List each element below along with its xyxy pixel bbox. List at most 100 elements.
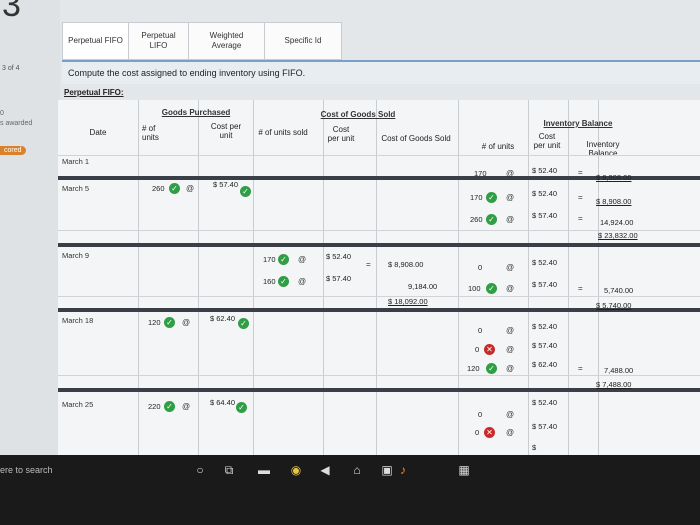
cortana-icon[interactable]: ○ bbox=[196, 463, 204, 477]
m9-sold-units-2[interactable]: 160 bbox=[263, 277, 276, 286]
check-icon: ✓ bbox=[486, 283, 497, 294]
equals-symbol: = bbox=[578, 168, 583, 177]
equals-symbol: = bbox=[578, 364, 583, 373]
tab-specific-id[interactable]: Specific Id bbox=[284, 36, 322, 45]
group-goods-purchased: Goods Purchased bbox=[161, 108, 231, 117]
m18-balance-cost-2[interactable]: $ 57.40 bbox=[532, 341, 558, 350]
check-icon: ✓ bbox=[236, 402, 247, 413]
m25-balance-cost-2[interactable]: $ 57.40 bbox=[532, 422, 558, 431]
m9-balance-units-1[interactable]: 0 bbox=[478, 263, 483, 272]
equals-symbol: = bbox=[578, 214, 583, 223]
m9-sold-units-1[interactable]: 170 bbox=[263, 255, 276, 264]
taskbar-search[interactable]: ere to search bbox=[0, 465, 53, 475]
m5-balance-units-2[interactable]: 260 bbox=[470, 215, 483, 224]
m9-inventory-total[interactable]: $ 5,740.00 bbox=[596, 301, 632, 310]
at-symbol: @ bbox=[506, 263, 515, 272]
question-sidebar: 3 3 of 4 0 s awarded cored bbox=[0, 0, 60, 455]
date-march-5: March 5 bbox=[62, 184, 90, 193]
m9-cogs-2[interactable]: 9,184.00 bbox=[408, 282, 438, 291]
m5-purchased-units[interactable]: 260 bbox=[152, 184, 165, 193]
m18-balance-units-1[interactable]: 0 bbox=[478, 326, 483, 335]
file-explorer-icon[interactable]: ▬ bbox=[258, 463, 270, 477]
m5-balance-units-1[interactable]: 170 bbox=[470, 193, 483, 202]
chrome-icon[interactable]: ◉ bbox=[290, 463, 302, 477]
x-icon: ✕ bbox=[484, 344, 495, 355]
at-symbol: @ bbox=[298, 255, 307, 264]
header-inventory-balance: Inventory Balance bbox=[586, 140, 620, 158]
equals-symbol: = bbox=[578, 284, 583, 293]
m25-purchased-cost[interactable]: $ 64.40 bbox=[210, 398, 236, 407]
check-icon: ✓ bbox=[238, 318, 249, 329]
header-sold-cost: Cost per unit bbox=[327, 125, 355, 143]
instruction-text: Compute the cost assigned to ending inve… bbox=[68, 68, 306, 78]
office-icon[interactable]: ▣ bbox=[381, 463, 393, 477]
mail-icon[interactable]: ◀ bbox=[320, 463, 330, 477]
m9-inventory-balance-2[interactable]: 5,740.00 bbox=[604, 286, 634, 295]
m5-purchased-cost[interactable]: $ 57.40 bbox=[213, 180, 239, 189]
m18-purchased-cost[interactable]: $ 62.40 bbox=[210, 314, 236, 323]
check-icon: ✓ bbox=[164, 317, 175, 328]
question-count[interactable]: 3 of 4 bbox=[2, 65, 20, 72]
tab-perpetual-lifo[interactable]: Perpetual LIFO bbox=[129, 23, 189, 59]
check-icon: ✓ bbox=[486, 214, 497, 225]
m18-purchased-units[interactable]: 120 bbox=[148, 318, 161, 327]
check-icon: ✓ bbox=[169, 183, 180, 194]
windows-taskbar: ere to search ○ ⧉ ▬ ◉ ◀ ⌂ ▣ ♪ ▦ bbox=[0, 455, 700, 525]
header-cogs: Cost of Goods Sold bbox=[381, 134, 451, 143]
date-march-9: March 9 bbox=[62, 251, 90, 260]
music-icon[interactable]: ♪ bbox=[400, 463, 406, 477]
m9-cogs-1[interactable]: $ 8,908.00 bbox=[388, 260, 424, 269]
m18-balance-cost-3[interactable]: $ 62.40 bbox=[532, 360, 558, 369]
m25-purchased-units[interactable]: 220 bbox=[148, 402, 161, 411]
calculator-icon[interactable]: ▦ bbox=[458, 463, 470, 477]
m5-inventory-balance-2[interactable]: 14,924.00 bbox=[600, 218, 634, 227]
check-icon: ✓ bbox=[278, 254, 289, 265]
m18-inventory-total[interactable]: $ 7,488.00 bbox=[596, 380, 632, 389]
group-cost-of-goods-sold: Cost of Goods Sold bbox=[320, 110, 396, 119]
m9-balance-cost-2[interactable]: $ 57.40 bbox=[532, 280, 558, 289]
m25-balance-cost-3[interactable]: $ bbox=[532, 443, 537, 452]
m9-balance-units-2[interactable]: 100 bbox=[468, 284, 481, 293]
m9-cogs-total[interactable]: $ 18,092.00 bbox=[388, 297, 428, 306]
m1-inventory-balance[interactable]: $ 8,908.00 bbox=[596, 173, 632, 182]
store-icon[interactable]: ⌂ bbox=[353, 463, 361, 477]
header-purchased-units: # of units bbox=[142, 124, 159, 142]
points-awarded-label: s awarded bbox=[0, 120, 33, 127]
m18-inventory-balance-3[interactable]: 7,488.00 bbox=[604, 366, 634, 375]
m1-balance-units[interactable]: 170 bbox=[474, 169, 487, 178]
fifo-table: Goods Purchased Cost of Goods Sold Inven… bbox=[58, 100, 700, 455]
m9-balance-cost-1[interactable]: $ 52.40 bbox=[532, 258, 558, 267]
at-symbol: @ bbox=[506, 345, 515, 354]
task-view-icon[interactable]: ⧉ bbox=[224, 463, 234, 477]
m18-balance-units-3[interactable]: 120 bbox=[467, 364, 480, 373]
m5-inventory-total[interactable]: $ 23,832.00 bbox=[598, 231, 638, 240]
m18-balance-cost-1[interactable]: $ 52.40 bbox=[532, 322, 558, 331]
question-number: 3 bbox=[2, 0, 21, 24]
scored-badge: cored bbox=[0, 146, 26, 155]
m5-balance-cost-1[interactable]: $ 52.40 bbox=[532, 189, 558, 198]
m9-sold-cost-2[interactable]: $ 57.40 bbox=[326, 274, 352, 283]
header-purchased-cost: Cost per unit bbox=[210, 122, 242, 140]
screen: 3 3 of 4 0 s awarded cored Perpetual FIF… bbox=[0, 0, 700, 455]
at-symbol: @ bbox=[182, 318, 191, 327]
m9-sold-cost-1[interactable]: $ 52.40 bbox=[326, 252, 352, 261]
tab-perpetual-fifo[interactable]: Perpetual FIFO bbox=[63, 23, 129, 59]
instruction-bar: Compute the cost assigned to ending inve… bbox=[62, 60, 700, 84]
m25-balance-units-2[interactable]: 0 bbox=[475, 428, 480, 437]
points-score: 0 bbox=[0, 110, 4, 117]
check-icon: ✓ bbox=[164, 401, 175, 412]
m25-balance-cost-1[interactable]: $ 52.40 bbox=[532, 398, 558, 407]
m1-balance-cost[interactable]: $ 52.40 bbox=[532, 166, 558, 175]
at-symbol: @ bbox=[506, 169, 515, 178]
at-symbol: @ bbox=[506, 215, 515, 224]
m18-balance-units-2[interactable]: 0 bbox=[475, 345, 480, 354]
at-symbol: @ bbox=[506, 428, 515, 437]
header-sold-units: # of units sold bbox=[258, 128, 308, 137]
at-symbol: @ bbox=[506, 284, 515, 293]
at-symbol: @ bbox=[186, 184, 195, 193]
tab-weighted-average[interactable]: Weighted Average bbox=[189, 23, 265, 59]
header-balance-cost: Cost per unit bbox=[533, 132, 561, 150]
m25-balance-units-1[interactable]: 0 bbox=[478, 410, 483, 419]
m5-inventory-balance-1[interactable]: $ 8,908.00 bbox=[596, 197, 632, 206]
m5-balance-cost-2[interactable]: $ 57.40 bbox=[532, 211, 558, 220]
